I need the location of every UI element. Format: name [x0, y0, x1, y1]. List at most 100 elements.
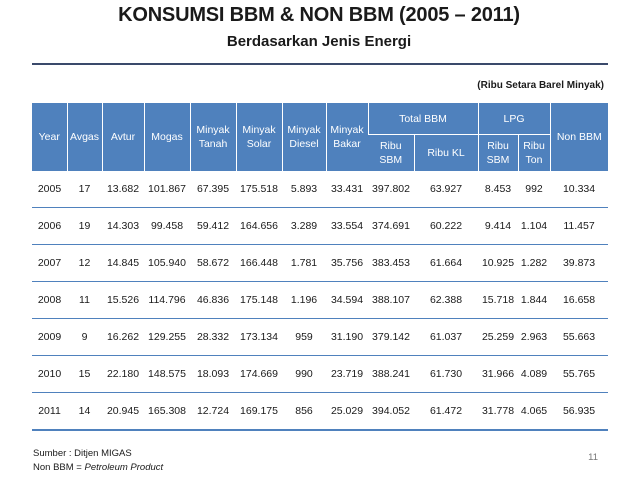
header-total-bbm: Total BBM [367, 103, 479, 135]
table-cell: 31.778 [478, 392, 519, 431]
table-cell: 14.845 [102, 244, 144, 282]
table-cell: 62.388 [414, 281, 479, 319]
table-cell: 129.255 [144, 318, 190, 356]
note-prefix: Non BBM = [33, 462, 85, 473]
table-cell: 55.663 [550, 318, 609, 356]
header-lpg: LPG [477, 103, 551, 135]
table-cell: 58.672 [190, 244, 236, 282]
table-cell: 10.334 [550, 171, 609, 208]
header-minyak-bakar: Minyak Bakar [325, 103, 368, 171]
table-cell: 15.526 [102, 281, 144, 319]
header-total-bbm-sbm: Ribu SBM [368, 134, 414, 171]
table-cell: 2010 [32, 355, 67, 393]
table-cell: 33.431 [326, 171, 368, 208]
table-cell: 1.104 [518, 207, 551, 245]
table-cell: 175.518 [236, 171, 282, 208]
table-cell: 174.669 [236, 355, 282, 393]
table-cell: 23.719 [326, 355, 368, 393]
table-cell: 15.718 [478, 281, 519, 319]
header-minyak-tanah: Minyak Tanah [189, 103, 236, 171]
table-cell: 394.052 [368, 392, 414, 431]
table-row: 2006 19 14.303 99.458 59.412 164.656 3.289 33.5… [32, 207, 609, 245]
table-cell: 2.963 [518, 318, 551, 356]
table-cell: 16.262 [102, 318, 144, 356]
table-cell: 1.282 [518, 244, 551, 282]
table-cell: 5.893 [282, 171, 326, 208]
table-cell: 169.175 [236, 392, 282, 431]
table-cell: 56.935 [550, 392, 609, 431]
table-cell: 164.656 [236, 207, 282, 245]
table-cell: 11 [67, 281, 102, 319]
table-cell: 14 [67, 392, 102, 431]
table-cell: 379.142 [368, 318, 414, 356]
table-header: Year Avgas Avtur Mogas Minyak Tanah Miny… [32, 103, 609, 171]
table-cell: 61.037 [414, 318, 479, 356]
table-cell: 15 [67, 355, 102, 393]
table-cell: 173.134 [236, 318, 282, 356]
table-cell: 59.412 [190, 207, 236, 245]
header-total-bbm-kl: Ribu KL [413, 134, 479, 171]
unit-note: (Ribu Setara Barel Minyak) [477, 80, 604, 91]
table-row: 2008 11 15.526 114.796 46.836 175.148 1.196 34.… [32, 281, 609, 319]
header-avtur: Avtur [101, 103, 144, 171]
table-cell: 2008 [32, 281, 67, 319]
non-bbm-note: Non BBM = Petroleum Product [33, 461, 163, 475]
table-cell: 397.802 [368, 171, 414, 208]
header-non-bbm: Non BBM [549, 103, 609, 171]
consumption-table: Year Avgas Avtur Mogas Minyak Tanah Miny… [32, 103, 609, 431]
table-cell: 11.457 [550, 207, 609, 245]
table-cell: 12.724 [190, 392, 236, 431]
table-row: 2007 12 14.845 105.940 58.672 166.448 1.781 35.… [32, 244, 609, 282]
table-cell: 148.575 [144, 355, 190, 393]
table-cell: 46.836 [190, 281, 236, 319]
table-cell: 14.303 [102, 207, 144, 245]
table-row: 2009 9 16.262 129.255 28.332 173.134 959 31.190… [32, 318, 609, 356]
table-cell: 2011 [32, 392, 67, 431]
table-cell: 388.107 [368, 281, 414, 319]
table-cell: 4.065 [518, 392, 551, 431]
table-cell: 60.222 [414, 207, 479, 245]
table-cell: 13.682 [102, 171, 144, 208]
table-cell: 1.781 [282, 244, 326, 282]
header-minyak-diesel: Minyak Diesel [281, 103, 326, 171]
page-title: KONSUMSI BBM & NON BBM (2005 – 2011) [118, 4, 520, 26]
header-year: Year [32, 103, 67, 171]
table-cell: 175.148 [236, 281, 282, 319]
table-cell: 2005 [32, 171, 67, 208]
table-cell: 165.308 [144, 392, 190, 431]
page-subtitle: Berdasarkan Jenis Energi [226, 33, 412, 50]
table-cell: 99.458 [144, 207, 190, 245]
header-mogas: Mogas [143, 103, 190, 171]
table-cell: 8.453 [478, 171, 519, 208]
table-cell: 34.594 [326, 281, 368, 319]
source-line: Sumber : Ditjen MIGAS [33, 448, 132, 459]
table-cell: 61.664 [414, 244, 479, 282]
table-cell: 1.844 [518, 281, 551, 319]
table-cell: 856 [282, 392, 326, 431]
table-cell: 39.873 [550, 244, 609, 282]
footer-source: Sumber : Ditjen MIGAS Non BBM = Petroleu… [33, 447, 163, 475]
table-cell: 63.927 [414, 171, 479, 208]
header-minyak-solar: Minyak Solar [235, 103, 282, 171]
table-cell: 992 [518, 171, 551, 208]
table-cell: 31.190 [326, 318, 368, 356]
table-cell: 1.196 [282, 281, 326, 319]
table-cell: 114.796 [144, 281, 190, 319]
table-cell: 28.332 [190, 318, 236, 356]
table-cell: 16.658 [550, 281, 609, 319]
table-row: 2011 14 20.945 165.308 12.724 169.175 856 25.02… [32, 392, 609, 431]
table-cell: 2007 [32, 244, 67, 282]
table-cell: 55.765 [550, 355, 609, 393]
table-cell: 990 [282, 355, 326, 393]
table-cell: 67.395 [190, 171, 236, 208]
header-avgas: Avgas [66, 103, 102, 171]
table-cell: 61.472 [414, 392, 479, 431]
table-cell: 101.867 [144, 171, 190, 208]
table-cell: 105.940 [144, 244, 190, 282]
header-lpg-sbm: Ribu SBM [477, 134, 519, 171]
table-cell: 17 [67, 171, 102, 208]
table-cell: 374.691 [368, 207, 414, 245]
table-cell: 959 [282, 318, 326, 356]
table-row: 2005 17 13.682 101.867 67.395 175.518 5.893 33.… [32, 171, 609, 208]
table-cell: 31.966 [478, 355, 519, 393]
